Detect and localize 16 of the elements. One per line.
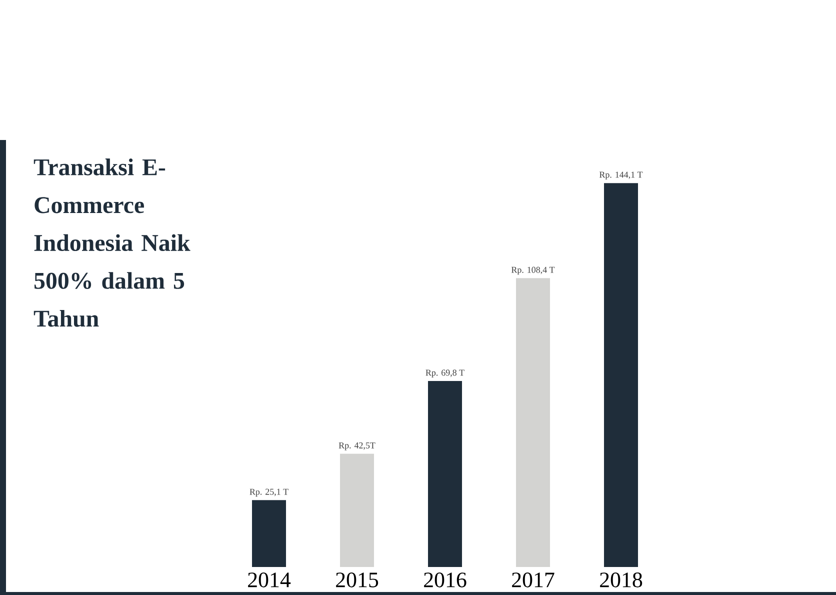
- bar: [604, 183, 638, 567]
- x-tick-label: 2018: [600, 572, 642, 588]
- data-label: Rp. 25,1 T: [250, 488, 288, 497]
- x-tick-label: 2017: [512, 572, 554, 588]
- data-label: Rp. 144,1 T: [599, 172, 643, 180]
- data-label: Rp. 42,5T: [338, 442, 376, 450]
- text: Transaksi E-Commerce Indonesia Naik 500% dalam 5 Tahun: [34, 158, 190, 327]
- x-tick-label: 2015: [336, 572, 378, 588]
- x-tick-label: 2016: [424, 572, 466, 588]
- bar: [516, 278, 550, 567]
- data-label: Rp. 69,8 T: [426, 370, 464, 378]
- data-label: Rp. 108,4 T: [511, 266, 555, 275]
- bar: [428, 381, 462, 567]
- bar: [252, 500, 286, 567]
- x-tick-label: 2014: [248, 572, 291, 588]
- bar: [340, 454, 374, 567]
